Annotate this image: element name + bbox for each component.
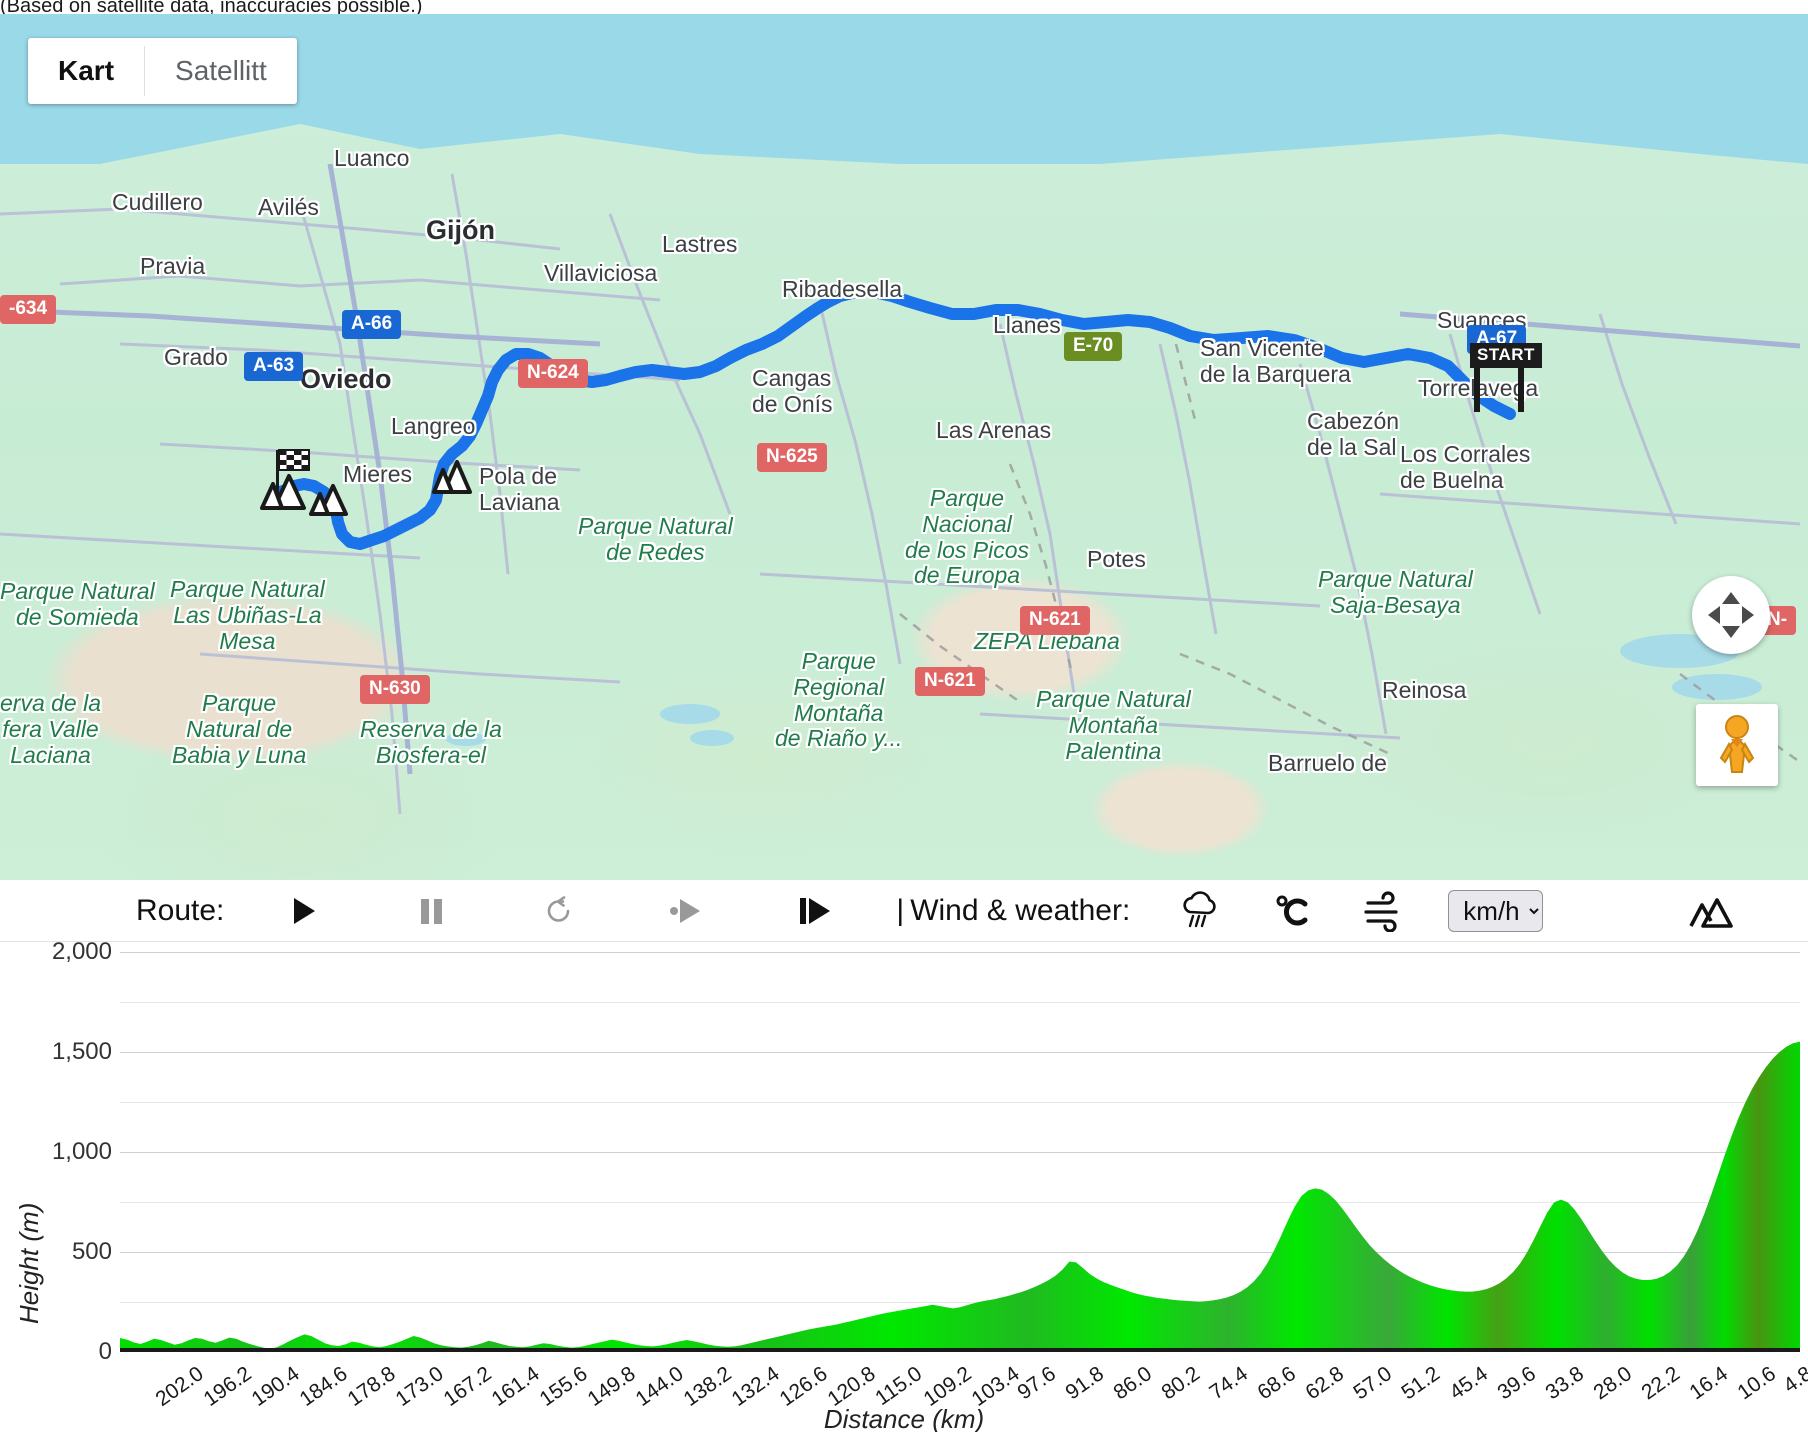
- rain-cloud-icon: [1183, 890, 1216, 927]
- chart-x-tick-label: 62.8: [1301, 1362, 1349, 1405]
- map-water-body: [690, 730, 734, 746]
- route-toolbar-label: Route:: [136, 893, 225, 927]
- step-forward-button[interactable]: [650, 883, 724, 939]
- chart-x-tick-label: 80.2: [1157, 1362, 1205, 1405]
- map-road-shield: E-70: [1064, 332, 1123, 361]
- mountain-icon: [432, 460, 472, 494]
- chart-gridline: [120, 952, 1800, 953]
- start-label: START: [1470, 343, 1542, 368]
- chart-x-axis-title: Distance (km): [823, 1404, 985, 1432]
- map-type-kart[interactable]: Kart: [58, 55, 115, 86]
- map-road-shield: N-625: [757, 443, 827, 472]
- chart-x-tick-label: 91.8: [1061, 1362, 1109, 1405]
- chart-gridline: [120, 1152, 1800, 1153]
- wind-toggle-button[interactable]: [1352, 883, 1418, 939]
- temperature-toggle-button[interactable]: [1260, 883, 1326, 939]
- chart-gridline: [120, 1052, 1800, 1053]
- chart-gridline: [120, 1252, 1800, 1253]
- mountains-icon: [1689, 897, 1734, 928]
- chart-x-tick-label: 22.2: [1637, 1362, 1685, 1405]
- finish-marker[interactable]: [258, 446, 314, 513]
- chart-x-tick-label: 28.0: [1589, 1362, 1637, 1405]
- rain-toggle-button[interactable]: [1168, 883, 1234, 939]
- weather-toolbar-label: Wind & weather:: [910, 893, 1131, 927]
- chart-y-tick-label: 500: [71, 1238, 112, 1265]
- climb-marker[interactable]: [306, 476, 358, 523]
- chart-x-tick-label: 4.8: [1779, 1362, 1808, 1398]
- chart-gridline-minor: [120, 1202, 1800, 1203]
- skip-to-end-icon: [800, 897, 831, 924]
- elevation-toggle-button[interactable]: [1671, 883, 1751, 939]
- map-type-satellitt[interactable]: Satellitt: [175, 55, 267, 86]
- map-road-shield: N-621: [1020, 606, 1090, 635]
- step-forward-icon: [670, 898, 701, 923]
- elevation-area: [120, 1041, 1800, 1352]
- chart-gridline-minor: [120, 1002, 1800, 1003]
- chart-gridline-minor: [120, 1302, 1800, 1303]
- pause-button[interactable]: [394, 883, 468, 939]
- map-water-body: [446, 732, 486, 746]
- chart-x-tick-label: 86.0: [1109, 1362, 1157, 1405]
- chart-x-tick-label: 57.0: [1349, 1362, 1397, 1405]
- toolbar-divider: |: [896, 893, 905, 927]
- play-button[interactable]: [266, 883, 340, 939]
- map-road-shield: N-630: [360, 675, 430, 704]
- play-icon: [294, 897, 316, 924]
- map-road-shield: A-66: [342, 310, 402, 339]
- chart-gridline-minor: [120, 1102, 1800, 1103]
- chart-x-tick-label: 51.2: [1397, 1362, 1445, 1405]
- satellite-data-caption: (Based on satellite data, inaccuracies p…: [0, 0, 423, 17]
- chart-x-tick-label: 16.4: [1685, 1362, 1733, 1405]
- checkered-flag-icon: [276, 449, 310, 502]
- map-road-shield: A-63: [244, 352, 304, 381]
- map-road-shield: N-624: [518, 359, 588, 388]
- chart-x-tick-label: 10.6: [1733, 1362, 1781, 1405]
- mountain-icon: [309, 484, 348, 516]
- map-water-body: [660, 704, 720, 724]
- pause-icon: [421, 898, 443, 924]
- map-road-shield: -634: [0, 295, 57, 324]
- map-road-shield: N-621: [915, 667, 985, 696]
- chart-y-tick-label: 0: [98, 1338, 112, 1365]
- skip-to-end-button[interactable]: [778, 883, 852, 939]
- celsius-icon: [1276, 895, 1308, 925]
- chart-x-axis-line: [120, 1348, 1800, 1352]
- route-toolbar: Route:: [0, 880, 1808, 942]
- chart-y-tick-label: 1,000: [51, 1138, 112, 1165]
- elevation-chart[interactable]: Height (m) 0 500 1,000 1,500 2,000 202.0 196.…: [0, 938, 1808, 1432]
- reset-button[interactable]: [522, 883, 596, 939]
- mountain-icon: [260, 474, 306, 510]
- street-view-pegman-icon: [1719, 715, 1755, 773]
- wind-unit-select[interactable]: km/hmphm/sknbft: [1448, 889, 1544, 932]
- map-pan-control[interactable]: [1692, 576, 1770, 654]
- route-map[interactable]: Luanco Cudillero Avilés Gijón Lastres Pravia V…: [0, 14, 1808, 880]
- reset-icon: [548, 895, 570, 922]
- chart-y-tick-label: 2,000: [51, 938, 112, 965]
- chart-x-tick-label: 74.4: [1205, 1362, 1253, 1405]
- map-type-divider: [144, 46, 146, 96]
- pan-arrows-icon: [1708, 592, 1754, 638]
- chart-x-tick-label: 39.6: [1493, 1362, 1541, 1405]
- climb-marker[interactable]: [428, 450, 484, 501]
- map-type-switcher[interactable]: Kart Satellitt: [28, 38, 297, 104]
- climb-marker[interactable]: [256, 464, 324, 517]
- chart-x-tick-label: 45.4: [1445, 1362, 1493, 1405]
- chart-y-axis: 0 500 1,000 1,500 2,000: [0, 938, 112, 1432]
- chart-plot-area[interactable]: 202.0 196.2 190.4 184.6 178.8 173.0 167.2 161.4…: [120, 942, 1808, 1411]
- chart-x-tick-label: 33.8: [1541, 1362, 1589, 1405]
- start-marker[interactable]: START: [1468, 343, 1542, 419]
- street-view-pegman[interactable]: [1696, 704, 1778, 786]
- chart-y-tick-label: 1,500: [51, 1038, 112, 1065]
- chart-x-tick-label: 68.6: [1253, 1362, 1301, 1405]
- elevation-profile-area: [120, 1041, 1800, 1352]
- wind-icon: [1364, 890, 1398, 932]
- chart-x-tick-label: 97.6: [1013, 1362, 1061, 1405]
